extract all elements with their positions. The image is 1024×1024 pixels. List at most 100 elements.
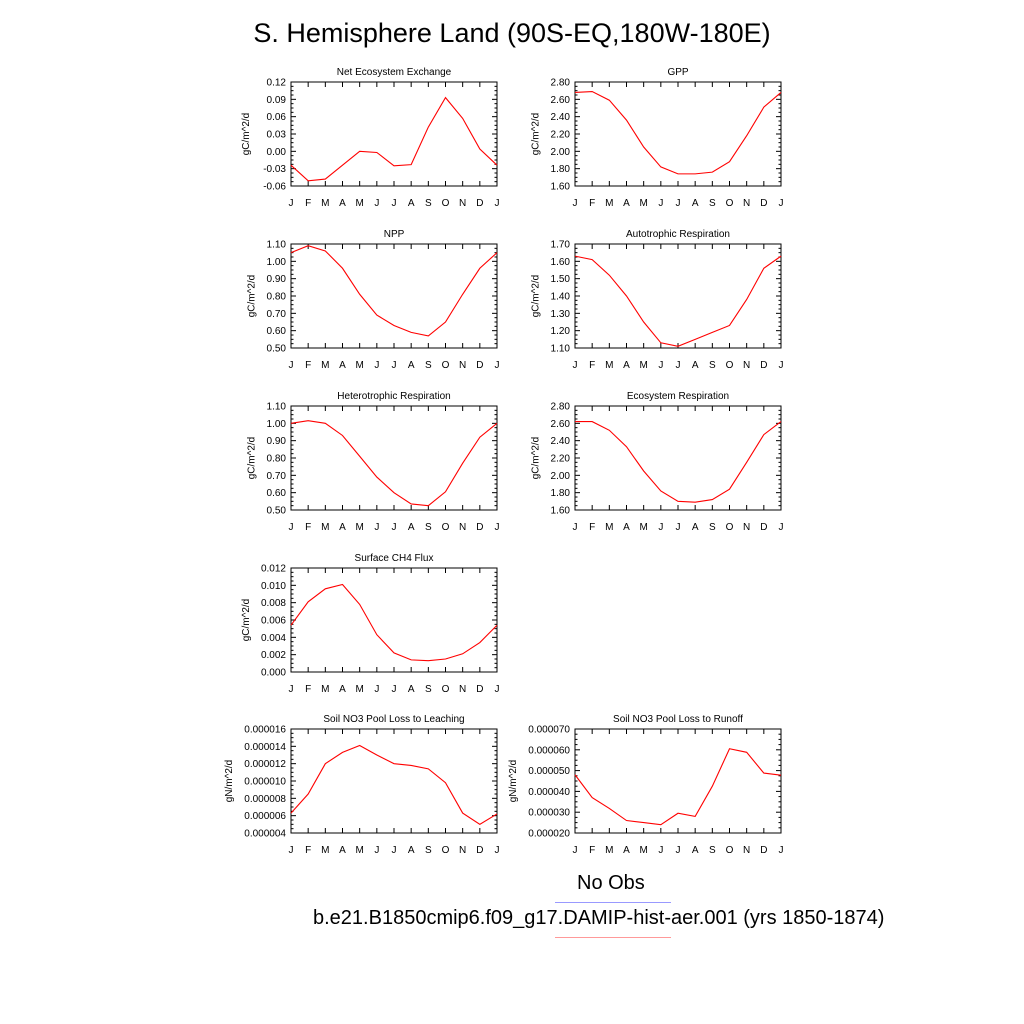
x-tick-label: J	[289, 198, 294, 209]
y-tick-label: 0.000040	[528, 787, 570, 798]
y-tick-label: 2.00	[551, 147, 571, 158]
y-tick-label: 0.60	[267, 488, 287, 499]
x-tick-label: M	[321, 198, 329, 209]
y-tick-label: 1.00	[267, 257, 287, 268]
x-tick-label: N	[743, 522, 750, 533]
panel-title: Surface CH4 Flux	[355, 553, 434, 564]
plot-frame	[290, 567, 498, 673]
y-tick-label: 2.40	[551, 436, 571, 447]
x-tick-label: O	[442, 360, 450, 371]
x-tick-label: J	[658, 845, 663, 856]
y-tick-label: 0.80	[267, 292, 287, 303]
x-tick-label: N	[459, 360, 466, 371]
x-tick-label: M	[605, 198, 613, 209]
x-tick-label: A	[623, 845, 630, 856]
x-tick-label: J	[495, 360, 500, 371]
y-tick-label: 2.60	[551, 95, 571, 106]
x-tick-label: J	[289, 360, 294, 371]
x-tick-label: J	[392, 198, 397, 209]
x-tick-label: J	[495, 684, 500, 695]
x-tick-label: M	[355, 845, 363, 856]
y-tick-label: 0.06	[267, 112, 287, 123]
y-tick-label: 0.03	[267, 130, 287, 141]
y-tick-label: 0.002	[261, 650, 286, 661]
x-tick-label: J	[495, 522, 500, 533]
y-tick-label: 0.000004	[244, 829, 286, 840]
x-tick-label: J	[392, 684, 397, 695]
y-tick-label: 1.50	[551, 274, 571, 285]
x-tick-label: N	[743, 360, 750, 371]
x-tick-label: A	[339, 522, 346, 533]
y-tick-label: 0.000012	[244, 759, 286, 770]
plot-frame	[290, 728, 498, 834]
x-tick-label: M	[321, 684, 329, 695]
x-tick-label: J	[392, 360, 397, 371]
x-tick-label: S	[709, 360, 716, 371]
y-tick-label: 0.60	[267, 326, 287, 337]
y-tick-label: -0.06	[263, 182, 286, 193]
x-tick-label: F	[589, 360, 595, 371]
y-tick-label: 1.80	[551, 164, 571, 175]
series-line	[574, 748, 782, 826]
panel-title: Ecosystem Respiration	[627, 391, 729, 402]
x-tick-label: N	[459, 522, 466, 533]
x-tick-label: A	[692, 522, 699, 533]
x-tick-label: J	[779, 522, 784, 533]
panel-2: GPP gC/m^2/d 1.60 1.80 2.00 2.20 2.40 2.60 2.80 J…	[531, 67, 784, 209]
y-tick-label: 1.10	[267, 402, 287, 413]
x-tick-label: S	[425, 522, 432, 533]
x-tick-label: O	[726, 522, 734, 533]
series-line	[290, 744, 498, 825]
y-axis-label: gC/m^2/d	[531, 437, 542, 480]
y-tick-label: 1.60	[551, 257, 571, 268]
x-tick-label: J	[374, 845, 379, 856]
x-tick-label: J	[779, 198, 784, 209]
y-tick-label: 1.60	[551, 506, 571, 517]
x-tick-label: F	[305, 522, 311, 533]
series-line	[290, 420, 498, 507]
panel-7: Surface CH4 Flux gC/m^2/d 0.000 0.002 0.004 0…	[241, 553, 500, 695]
y-tick-label: 1.10	[267, 240, 287, 251]
panel-8: Soil NO3 Pool Loss to Leaching gN/m^2/d 0.…	[224, 714, 499, 856]
x-tick-label: M	[355, 522, 363, 533]
panel-9: Soil NO3 Pool Loss to Runoff gN/m^2/d 0.00…	[508, 714, 783, 856]
y-tick-label: 2.80	[551, 402, 571, 413]
legend-obs-label: No Obs	[577, 872, 645, 894]
x-tick-label: J	[374, 360, 379, 371]
x-tick-label: J	[289, 522, 294, 533]
panel-title: Soil NO3 Pool Loss to Runoff	[613, 714, 743, 725]
x-tick-label: J	[374, 684, 379, 695]
x-tick-label: D	[476, 522, 483, 533]
page-title: S. Hemisphere Land (90S-EQ,180W-180E)	[253, 18, 771, 48]
y-axis-label: gC/m^2/d	[531, 275, 542, 318]
plot-frame	[574, 728, 782, 834]
panel-3: NPP gC/m^2/d 0.50 0.60 0.70 0.80 0.90 1.00 1.10 J…	[247, 229, 500, 371]
x-tick-label: M	[605, 522, 613, 533]
y-tick-label: 2.20	[551, 454, 571, 465]
panel-title: NPP	[384, 229, 405, 240]
y-axis-label: gC/m^2/d	[531, 113, 542, 156]
y-tick-label: 0.50	[267, 506, 287, 517]
x-tick-label: J	[573, 522, 578, 533]
y-tick-label: 0.012	[261, 564, 286, 575]
x-tick-label: S	[425, 684, 432, 695]
y-tick-label: 0.000016	[244, 725, 286, 736]
panel-title: Autotrophic Respiration	[626, 229, 730, 240]
y-tick-label: 0.000050	[528, 766, 570, 777]
x-tick-label: N	[459, 198, 466, 209]
x-tick-label: M	[355, 360, 363, 371]
y-tick-label: 2.00	[551, 471, 571, 482]
y-tick-label: 0.000020	[528, 829, 570, 840]
x-tick-label: A	[339, 198, 346, 209]
x-tick-label: J	[573, 845, 578, 856]
x-tick-label: A	[408, 684, 415, 695]
x-tick-label: F	[589, 198, 595, 209]
y-axis-label: gN/m^2/d	[224, 760, 235, 803]
series-line	[290, 583, 498, 662]
x-tick-label: A	[339, 845, 346, 856]
y-tick-label: 0.00	[267, 147, 287, 158]
x-tick-label: J	[573, 360, 578, 371]
x-tick-label: D	[760, 845, 767, 856]
x-tick-label: S	[425, 198, 432, 209]
x-tick-label: J	[676, 198, 681, 209]
